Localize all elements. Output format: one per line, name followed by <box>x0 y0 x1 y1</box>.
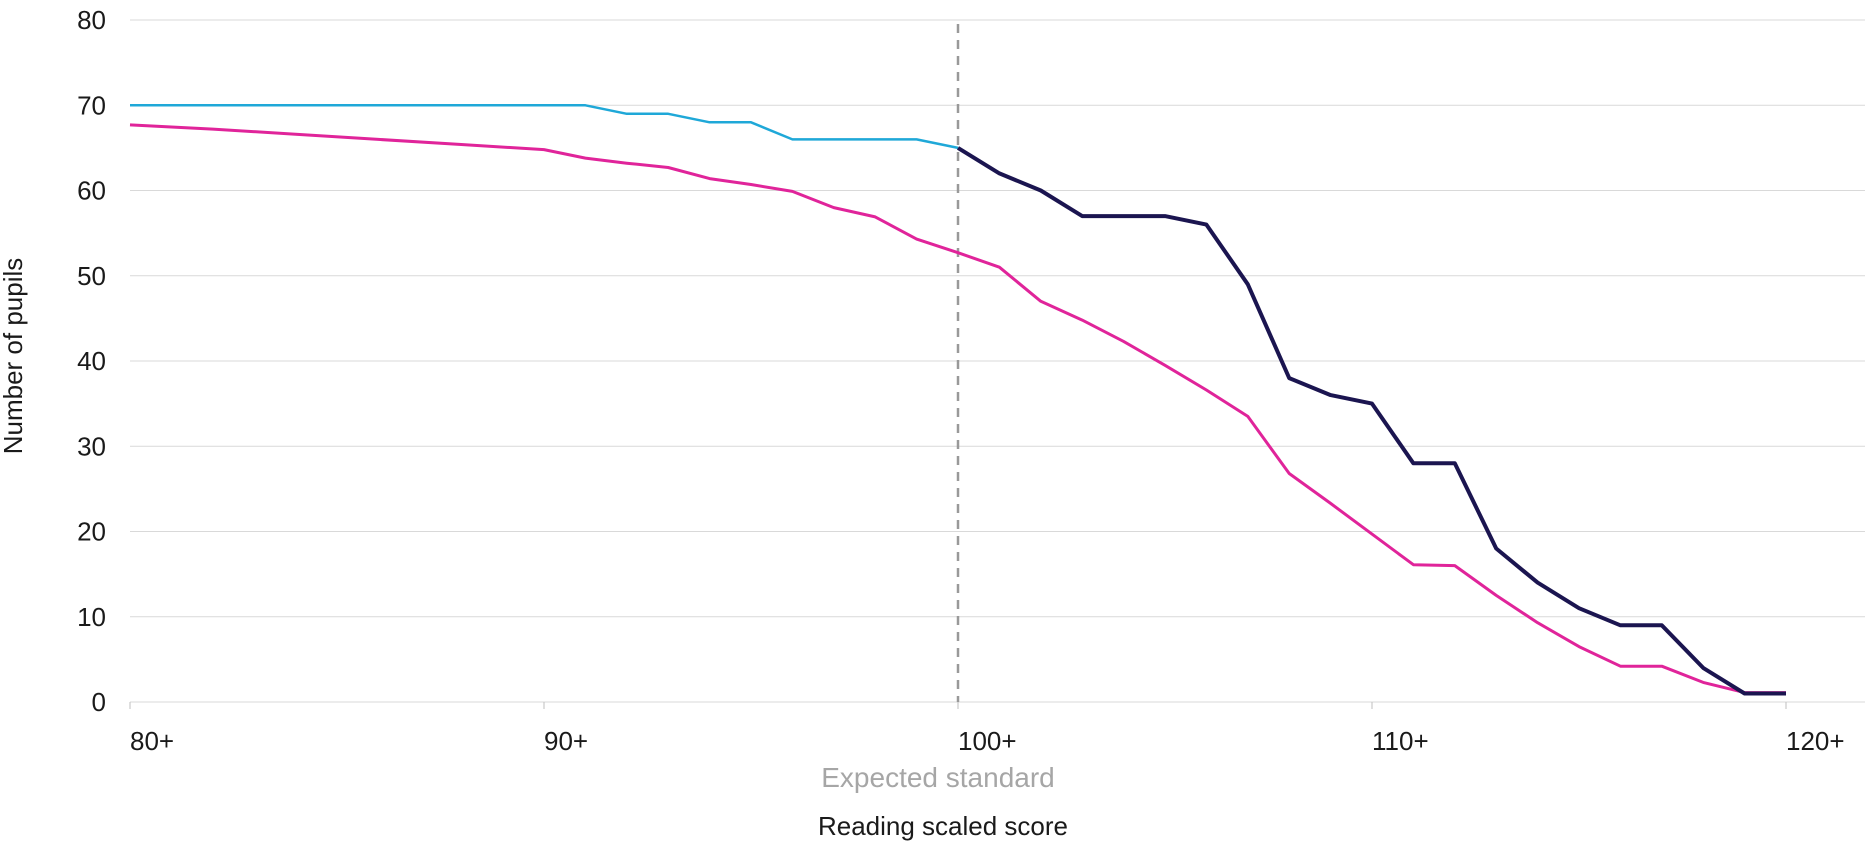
y-tick-label: 50 <box>77 261 106 291</box>
x-tick-label: 80+ <box>130 726 174 756</box>
y-axis-ticks: 0 10 20 30 40 50 60 70 80 <box>77 5 106 717</box>
series-line-above-expected <box>956 146 1786 696</box>
y-tick-label: 0 <box>92 687 106 717</box>
y-tick-label: 30 <box>77 431 106 461</box>
y-tick-label: 60 <box>77 176 106 206</box>
y-axis-title: Number of pupils <box>0 258 28 455</box>
series-line-pink <box>129 123 1786 695</box>
y-tick-label: 40 <box>77 346 106 376</box>
y-tick-label: 70 <box>77 90 106 120</box>
x-axis: 80+ 90+ 100+ 110+ 120+ <box>129 702 1845 756</box>
x-tick-label: 110+ <box>1372 726 1429 756</box>
x-axis-title: Reading scaled score <box>818 811 1068 841</box>
expected-standard-marker: Expected standard <box>821 24 1055 793</box>
y-tick-label: 10 <box>77 602 106 632</box>
series-line-below-expected <box>130 104 959 150</box>
y-tick-label: 80 <box>77 5 106 35</box>
y-tick-label: 20 <box>77 517 106 547</box>
expected-standard-label: Expected standard <box>821 762 1055 793</box>
gridlines <box>130 19 1865 703</box>
x-tick-label: 90+ <box>544 726 588 756</box>
x-tick-label: 120+ <box>1786 726 1845 756</box>
series-layer <box>129 104 1786 696</box>
x-tick-label: 100+ <box>958 726 1017 756</box>
